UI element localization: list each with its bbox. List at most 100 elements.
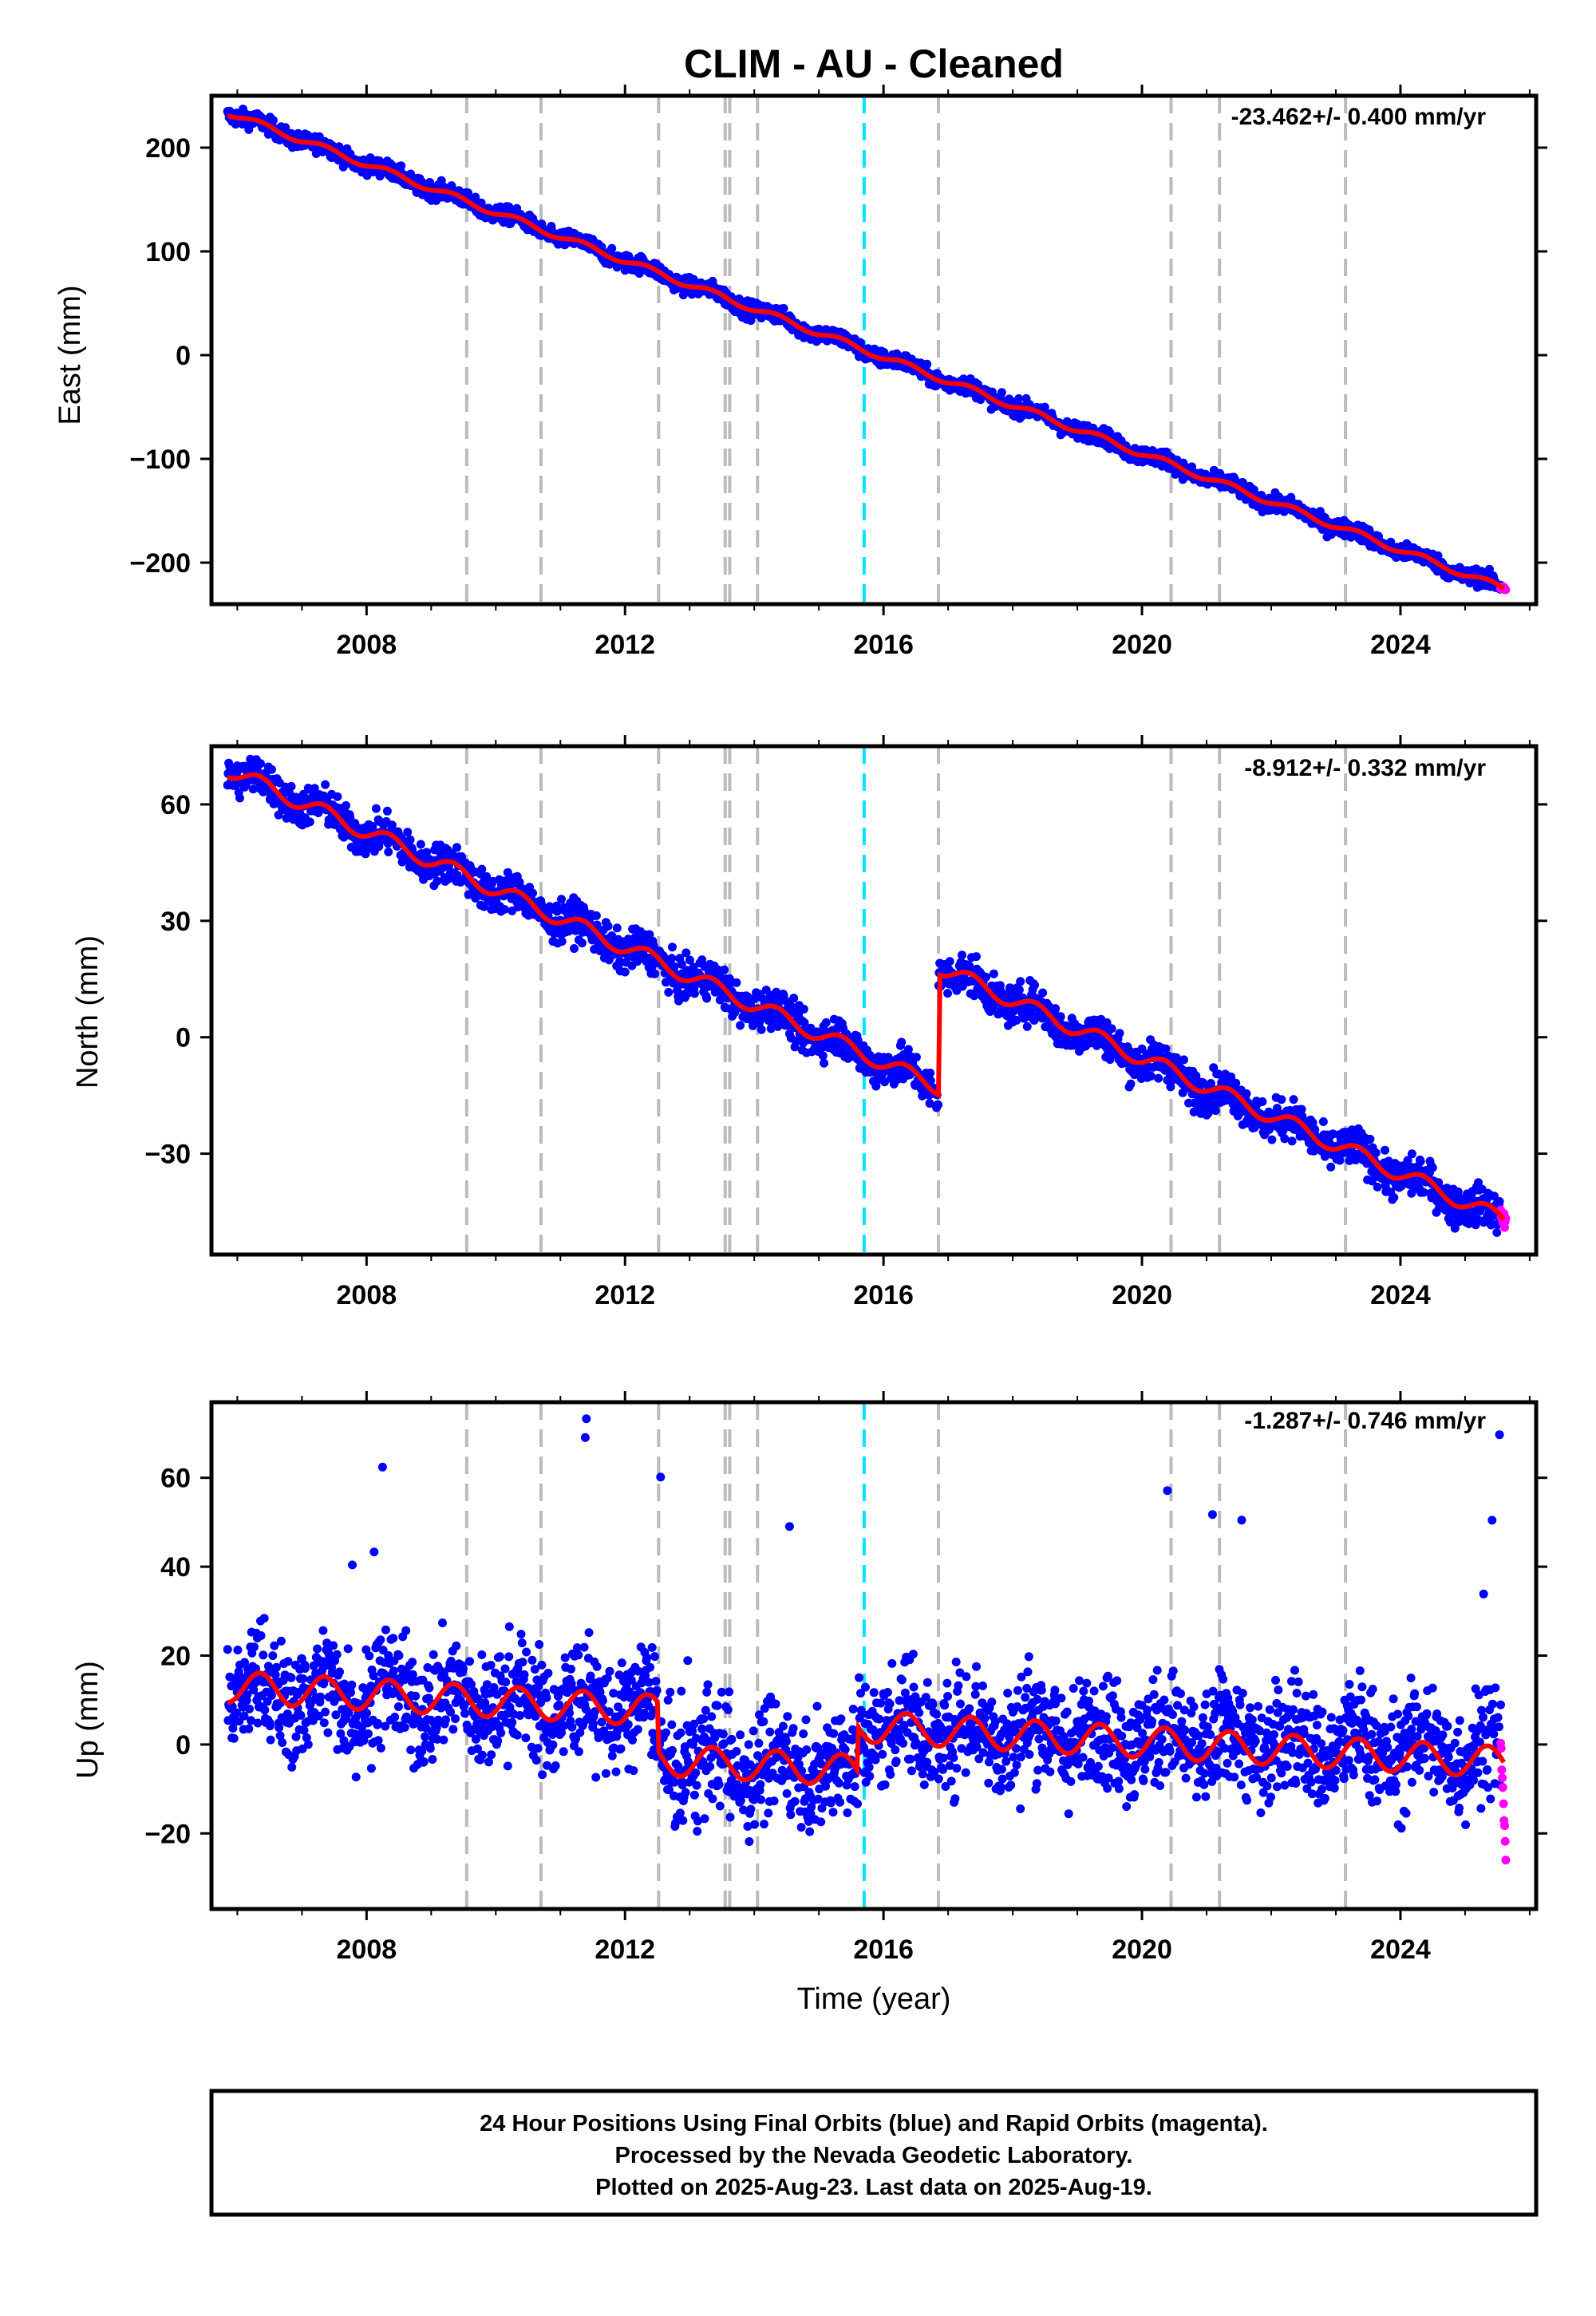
north-final-orbit-point bbox=[1371, 1148, 1381, 1158]
north-final-orbit-point bbox=[371, 804, 381, 813]
north-final-orbit-point bbox=[557, 937, 567, 947]
north-final-orbit-point bbox=[650, 969, 659, 978]
north-final-orbit-point bbox=[697, 955, 707, 965]
north-final-orbit-point bbox=[552, 907, 562, 916]
east-y-tick-label: 100 bbox=[145, 237, 191, 267]
east-x-tick-label: 2020 bbox=[1112, 630, 1172, 660]
north-final-orbit-point bbox=[1407, 1149, 1416, 1159]
north-final-orbit-point bbox=[925, 1099, 934, 1108]
north-final-orbit-point bbox=[387, 820, 397, 830]
north-x-tick-label: 2012 bbox=[595, 1280, 655, 1310]
north-final-orbit-point bbox=[668, 943, 677, 952]
north-final-orbit-point bbox=[871, 1081, 881, 1091]
east-final-orbit-point bbox=[1014, 394, 1024, 403]
north-final-orbit-point bbox=[528, 888, 538, 898]
east-y-axis-label: East (mm) bbox=[53, 285, 87, 425]
north-final-orbit-point bbox=[1126, 1079, 1136, 1089]
east-final-orbit-point bbox=[997, 388, 1006, 397]
east-final-orbit-point bbox=[1485, 564, 1494, 574]
east-final-orbit-point bbox=[1386, 537, 1396, 547]
north-final-orbit-point bbox=[1381, 1145, 1389, 1155]
north-final-orbit-point bbox=[725, 974, 734, 983]
north-plot-area bbox=[223, 746, 1511, 1255]
north-final-orbit-point bbox=[1267, 1135, 1277, 1144]
north-x-tick-label: 2008 bbox=[337, 1280, 397, 1310]
east-final-orbit-point bbox=[607, 243, 617, 253]
north-final-orbit-point bbox=[305, 817, 314, 827]
north-final-orbit-point bbox=[911, 1053, 921, 1062]
north-final-orbit-point bbox=[1318, 1117, 1328, 1126]
north-final-orbit-point bbox=[702, 994, 712, 1003]
north-final-orbit-point bbox=[1014, 985, 1024, 994]
east-x-tick-label: 2012 bbox=[595, 630, 655, 660]
east-plot-area bbox=[223, 96, 1511, 604]
east-final-orbit-point bbox=[397, 161, 406, 171]
north-final-orbit-point bbox=[681, 948, 691, 958]
north-final-orbit-point bbox=[1102, 1018, 1112, 1027]
north-final-orbit-point bbox=[482, 871, 492, 881]
north-final-orbit-point bbox=[333, 792, 342, 801]
north-final-orbit-point bbox=[989, 969, 998, 978]
north-final-orbit-point bbox=[1326, 1162, 1336, 1172]
north-final-orbit-point bbox=[361, 849, 370, 859]
north-rate-label: -8.912+/- 0.332 mm/yr bbox=[1244, 755, 1486, 781]
north-final-orbit-point bbox=[926, 1069, 935, 1077]
north-final-orbit-point bbox=[452, 843, 461, 852]
north-final-orbit-point bbox=[689, 989, 699, 998]
north-final-orbit-point bbox=[1365, 1134, 1375, 1144]
north-final-orbit-point bbox=[1030, 980, 1040, 990]
north-final-orbit-point bbox=[1154, 1073, 1163, 1083]
east-x-tick-label: 2024 bbox=[1370, 630, 1431, 660]
north-final-orbit-point bbox=[1277, 1095, 1286, 1105]
north-final-orbit-point bbox=[757, 1025, 766, 1034]
east-panel: East (mm) -23.462+/- 0.400 mm/yr 2008 201… bbox=[53, 85, 1547, 660]
north-final-orbit-point bbox=[1287, 1136, 1297, 1146]
north-final-orbit-point bbox=[818, 1051, 828, 1061]
north-final-orbit-point bbox=[800, 1018, 809, 1027]
north-final-orbit-point bbox=[403, 828, 413, 837]
north-final-orbit-point bbox=[1171, 1053, 1181, 1062]
north-x-tick-label: 2024 bbox=[1370, 1280, 1431, 1310]
east-final-orbit-point bbox=[425, 178, 435, 187]
north-final-orbit-point bbox=[772, 987, 781, 997]
north-final-orbit-point bbox=[1280, 1134, 1290, 1144]
north-final-orbit-point bbox=[342, 800, 350, 810]
north-final-orbit-point bbox=[1495, 1197, 1504, 1206]
north-final-orbit-point bbox=[1258, 1097, 1267, 1106]
east-y-tick-label: −100 bbox=[129, 445, 191, 475]
north-final-orbit-point bbox=[310, 784, 319, 793]
north-y-tick-label: 30 bbox=[160, 907, 191, 937]
up-plot-area bbox=[223, 1402, 1511, 1909]
north-final-orbit-point bbox=[368, 821, 377, 831]
north-final-orbit-point bbox=[557, 895, 566, 904]
north-final-orbit-point bbox=[1389, 1193, 1399, 1202]
north-final-orbit-point bbox=[615, 957, 625, 966]
north-final-orbit-point bbox=[479, 902, 488, 911]
north-final-orbit-point bbox=[903, 1045, 913, 1054]
chart-title: CLIM - AU - Cleaned bbox=[684, 41, 1064, 86]
north-final-orbit-point bbox=[1428, 1163, 1437, 1172]
north-final-orbit-point bbox=[685, 955, 694, 965]
north-final-orbit-point bbox=[943, 989, 953, 998]
north-y-axis-label: North (mm) bbox=[71, 935, 105, 1089]
north-final-orbit-point bbox=[970, 991, 979, 1001]
north-final-orbit-point bbox=[799, 1005, 808, 1014]
up-panel: Up (mm) -1.287+/- 0.746 mm/yr Time (year… bbox=[71, 1391, 1547, 2016]
east-final-orbit-point bbox=[244, 124, 254, 134]
east-final-orbit-point bbox=[922, 359, 932, 369]
north-final-orbit-point bbox=[1026, 1003, 1036, 1013]
east-y-tick-label: 0 bbox=[176, 341, 191, 371]
north-final-orbit-point bbox=[405, 835, 415, 844]
east-final-orbit-point bbox=[1040, 402, 1049, 412]
north-final-orbit-point bbox=[570, 944, 579, 953]
east-final-orbit-point bbox=[471, 192, 480, 202]
north-final-orbit-point bbox=[267, 765, 276, 774]
north-final-orbit-point bbox=[982, 972, 990, 982]
north-final-orbit-point bbox=[235, 793, 244, 803]
north-final-orbit-point bbox=[664, 987, 674, 997]
north-final-orbit-point bbox=[945, 957, 954, 966]
north-final-orbit-point bbox=[577, 939, 587, 948]
north-final-orbit-point bbox=[667, 954, 677, 963]
north-final-orbit-point bbox=[958, 951, 966, 960]
